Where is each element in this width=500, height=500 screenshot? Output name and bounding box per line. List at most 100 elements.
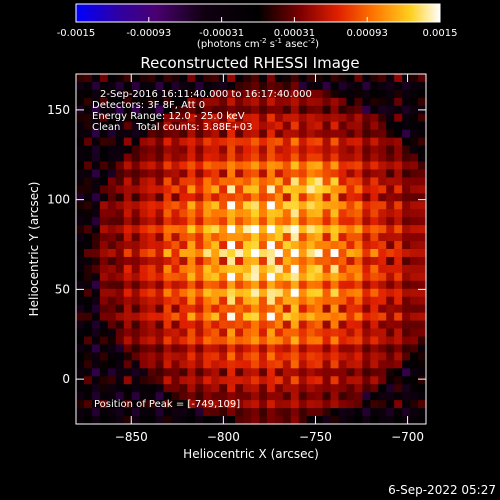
- heatmap-cell: [235, 241, 244, 250]
- heatmap-cell: [290, 352, 300, 361]
- heatmap-cell: [362, 392, 371, 401]
- heatmap-cell: [91, 384, 101, 393]
- heatmap-cell: [410, 249, 419, 258]
- heatmap-cell: [203, 320, 212, 330]
- heatmap-cell: [171, 81, 180, 91]
- heatmap-cell: [386, 113, 395, 123]
- heatmap-cell: [107, 336, 117, 346]
- heatmap-cell: [258, 193, 268, 202]
- heatmap-cell: [123, 384, 133, 393]
- heatmap-cell: [402, 129, 411, 139]
- heatmap-cell: [298, 392, 308, 401]
- heatmap-cell: [298, 384, 308, 393]
- heatmap-cell: [107, 304, 117, 314]
- heatmap-cell: [258, 185, 268, 194]
- heatmap-cell: [362, 344, 371, 353]
- heatmap-cell: [139, 256, 149, 266]
- heatmap-cell: [219, 256, 228, 266]
- heatmap-cell: [243, 264, 252, 274]
- heatmap-cell: [306, 74, 316, 83]
- heatmap-cell: [179, 352, 188, 361]
- heatmap-cell: [354, 105, 363, 115]
- heatmap-cell: [76, 145, 85, 155]
- heatmap-cell: [171, 336, 180, 346]
- heatmap-cell: [306, 328, 316, 338]
- heatmap-cell: [155, 280, 165, 290]
- heatmap-cell: [410, 408, 419, 417]
- heatmap-cell: [123, 352, 133, 361]
- heatmap-cell: [410, 201, 419, 210]
- heatmap-cell: [418, 185, 427, 194]
- heatmap-cell: [83, 360, 93, 369]
- heatmap-cell: [187, 241, 196, 250]
- heatmap-cell: [107, 169, 117, 178]
- heatmap-cell: [171, 256, 180, 266]
- heatmap-cell: [147, 256, 157, 266]
- heatmap-cell: [418, 272, 427, 282]
- heatmap-cell: [243, 241, 252, 250]
- heatmap-cell: [235, 209, 244, 218]
- heatmap-cell: [410, 376, 419, 385]
- heatmap-cell: [418, 97, 427, 107]
- heatmap-cell: [163, 376, 173, 385]
- heatmap-cell: [171, 121, 180, 131]
- heatmap-cell: [179, 193, 188, 202]
- heatmap-cell: [211, 209, 220, 218]
- heatmap-cell: [83, 264, 93, 274]
- heatmap-cell: [338, 209, 348, 218]
- heatmap-cell: [115, 296, 125, 306]
- heatmap-cell: [274, 129, 284, 139]
- heatmap-cell: [386, 201, 395, 210]
- heatmap-cell: [322, 89, 332, 99]
- heatmap-cell: [227, 145, 236, 155]
- heatmap-cell: [227, 264, 236, 274]
- heatmap-cell: [410, 368, 419, 377]
- heatmap-cell: [306, 153, 316, 163]
- heatmap-cell: [211, 137, 220, 147]
- heatmap-cell: [378, 113, 387, 123]
- heatmap-cell: [306, 392, 316, 401]
- heatmap-cell: [91, 201, 101, 210]
- heatmap-cell: [386, 256, 395, 266]
- heatmap-cell: [418, 249, 427, 258]
- heatmap-cell: [155, 105, 165, 115]
- heatmap-cell: [258, 241, 268, 250]
- heatmap-cell: [179, 113, 188, 123]
- heatmap-cell: [139, 304, 149, 314]
- heatmap-cell: [115, 193, 125, 202]
- heatmap-cell: [338, 153, 348, 163]
- heatmap-cell: [258, 280, 268, 290]
- heatmap-cell: [394, 89, 403, 99]
- heatmap-cell: [115, 209, 125, 218]
- heatmap-cell: [123, 280, 133, 290]
- heatmap-cell: [115, 368, 125, 377]
- heatmap-cell: [258, 288, 268, 298]
- heatmap-cell: [298, 201, 308, 210]
- heatmap-cell: [91, 296, 101, 306]
- heatmap-cell: [402, 153, 411, 163]
- heatmap-cell: [370, 384, 379, 393]
- heatmap-cell: [243, 217, 252, 226]
- heatmap-cell: [251, 256, 260, 266]
- heatmap-cell: [298, 368, 308, 377]
- heatmap-cell: [235, 272, 244, 282]
- heatmap-cell: [123, 97, 133, 107]
- heatmap-cell: [306, 280, 316, 290]
- heatmap-cell: [211, 129, 220, 139]
- heatmap-cell: [394, 153, 403, 163]
- heatmap-cell: [402, 225, 411, 234]
- heatmap-cell: [274, 225, 284, 234]
- heatmap-cell: [203, 137, 212, 147]
- heatmap-cell: [211, 161, 220, 171]
- heatmap-cell: [83, 304, 93, 314]
- heatmap-cell: [418, 344, 427, 353]
- heatmap-cell: [418, 193, 427, 202]
- heatmap-cell: [147, 328, 157, 338]
- heatmap-cell: [386, 376, 395, 385]
- heatmap-cell: [83, 209, 93, 218]
- heatmap-cell: [195, 272, 204, 282]
- heatmap-cell: [115, 217, 125, 226]
- heatmap-cell: [338, 416, 348, 425]
- heatmap-cell: [298, 264, 308, 274]
- heatmap-cell: [362, 352, 371, 361]
